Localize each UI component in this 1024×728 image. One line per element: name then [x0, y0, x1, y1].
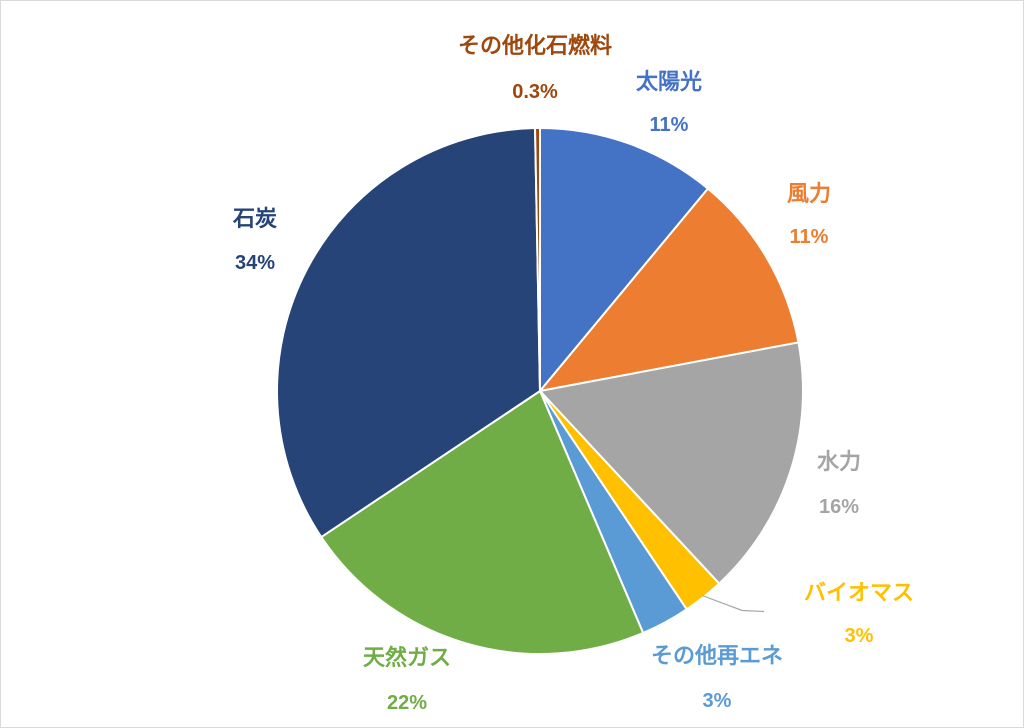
pie-slice: [320, 390, 645, 655]
slice-percent-label: 11%: [650, 114, 689, 136]
pie-slices: [276, 127, 804, 655]
slice-label: バイオマス: [804, 581, 914, 606]
slice-label: 石炭: [232, 206, 277, 232]
slice-percent-label: 0.3%: [512, 81, 558, 103]
slice-percent-label: 34%: [235, 252, 275, 274]
slice-label: 太陽光: [636, 70, 702, 95]
slice-label: 水力: [817, 450, 861, 475]
leader-line: [701, 594, 765, 613]
slice-label: その他化石燃料: [458, 33, 612, 59]
leader-lines: [701, 594, 765, 613]
pie-slice: [539, 127, 709, 392]
slice-percent-label: 16%: [819, 496, 859, 518]
pie-slice: [539, 187, 800, 392]
slice-percent-label: 3%: [703, 690, 732, 712]
pie-slice: [276, 127, 541, 539]
data-labels: 太陽光 11% 風力 11% 水力 16% バイオマス 3% その他再エネ 3% 天然ガス 22% 石炭…: [232, 33, 914, 714]
slice-label: その他再エネ: [651, 644, 783, 669]
slice-label: 天然ガス: [363, 645, 451, 671]
pie-slice: [534, 127, 541, 392]
slice-percent-label: 3%: [845, 625, 874, 647]
slice-percent-label: 11%: [790, 226, 829, 248]
pie-slice: [539, 341, 804, 585]
slice-label: 風力: [787, 182, 831, 207]
slice-percent-label: 22%: [387, 692, 427, 714]
